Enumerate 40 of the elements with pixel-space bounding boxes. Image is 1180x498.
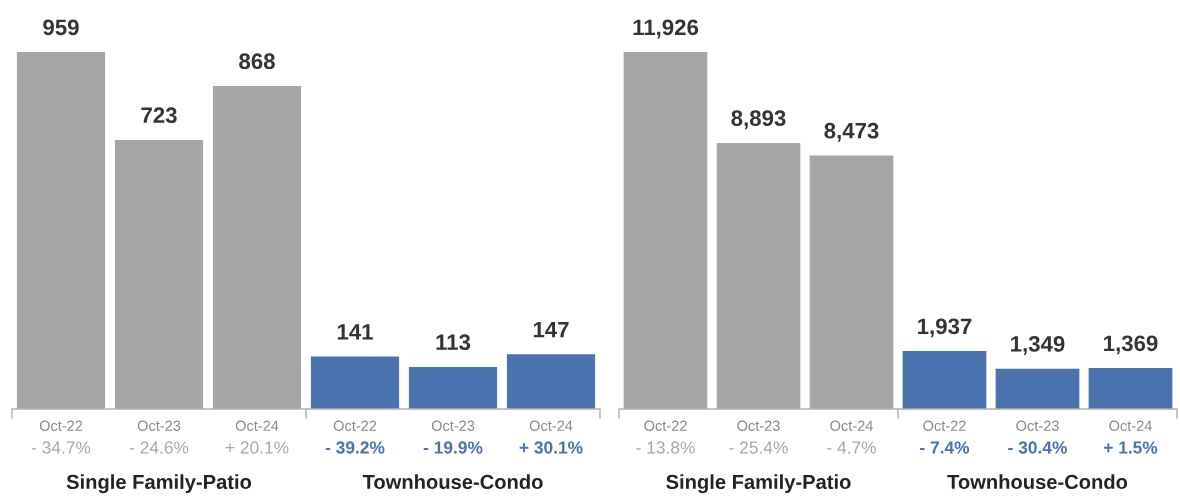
data-label: 11,926 xyxy=(633,19,699,39)
data-label: 959 xyxy=(43,19,79,36)
data-label: 1,369 xyxy=(1104,335,1158,355)
series-label: Oct-22 xyxy=(39,420,83,431)
series-label: Oct-23 xyxy=(737,420,780,431)
data-label: 8,893 xyxy=(731,110,786,130)
text: + 1.5% xyxy=(1103,441,1158,454)
data-label: 113 xyxy=(436,334,471,351)
data-label: 868 xyxy=(239,53,275,70)
text: - 30.4% xyxy=(1008,441,1067,454)
data-label: 147 xyxy=(533,321,569,338)
text: Oct-23 xyxy=(431,420,475,431)
data-label: 8,473 xyxy=(824,122,879,142)
data-label: 1,349 xyxy=(1011,336,1065,355)
x-tick-label: Single Family-Patio xyxy=(666,474,851,494)
series-label: Oct-22 xyxy=(644,420,687,431)
x-tick-label: Single Family-Patio xyxy=(66,474,252,494)
data-label: 723 xyxy=(141,107,177,124)
text: Oct-22 xyxy=(923,420,966,431)
series-label: Oct-24 xyxy=(830,420,873,431)
text: - 7.4% xyxy=(920,441,970,454)
text: - 34.7% xyxy=(31,441,91,454)
text: - 13.8% xyxy=(636,441,695,454)
data-label: 141 xyxy=(337,324,373,340)
text: Oct-24 xyxy=(529,420,573,431)
text: - 39.2% xyxy=(325,441,385,454)
text: - 4.7% xyxy=(827,441,876,454)
x-tick-label: Townhouse-Condo xyxy=(362,474,543,490)
text: Oct-23 xyxy=(1016,420,1059,431)
text: - 19.9% xyxy=(423,441,483,454)
data-label: 1,937 xyxy=(918,318,972,338)
text: - 24.6% xyxy=(129,441,189,454)
series-label: Oct-23 xyxy=(137,420,181,431)
text: + 30.1% xyxy=(519,441,583,454)
text: - 25.4% xyxy=(729,441,788,454)
text: Oct-24 xyxy=(1109,420,1152,431)
text: + 20.1% xyxy=(225,441,289,454)
series-label: Oct-24 xyxy=(235,420,279,431)
text: Oct-22 xyxy=(333,420,377,431)
x-tick-label: Townhouse-Condo xyxy=(947,474,1128,490)
